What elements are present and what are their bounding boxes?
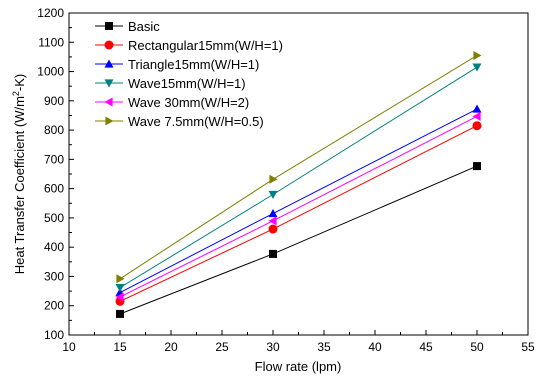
y-tick-label: 800 — [44, 123, 64, 137]
data-point — [473, 162, 481, 171]
y-tick-label: 100 — [44, 328, 64, 342]
x-tick-label: 40 — [368, 340, 382, 354]
data-point — [268, 224, 278, 234]
data-point — [473, 50, 482, 60]
legend-label: Wave 7.5mm(W/H=0.5) — [128, 114, 264, 129]
x-tick-label: 35 — [317, 340, 331, 354]
y-tick-label: 200 — [44, 299, 64, 313]
y-tick-label: 400 — [44, 240, 64, 254]
y-tick-label: 600 — [44, 182, 64, 196]
data-point — [268, 209, 278, 218]
legend-marker — [104, 59, 114, 68]
y-tick-label: 900 — [44, 94, 64, 108]
y-tick-label: 1200 — [37, 6, 64, 20]
plot-area — [68, 12, 529, 336]
x-tick-label: 50 — [470, 340, 484, 354]
x-axis-label: Flow rate (lpm) — [255, 359, 342, 374]
data-point — [269, 249, 277, 258]
data-point — [268, 216, 277, 226]
x-tick-label: 10 — [62, 340, 76, 354]
data-point — [115, 292, 124, 302]
legend-marker — [104, 79, 114, 88]
data-point — [472, 104, 482, 113]
ticks-layer: 10 15 20 25 30 35 40 45 50 55 100 200 300 400 500 600 70… — [37, 6, 535, 354]
data-point — [472, 121, 482, 131]
data-point — [472, 111, 481, 121]
y-tick-label: 300 — [44, 269, 64, 283]
y-axis-label-superscript: 2 — [11, 91, 21, 96]
legend-marker — [104, 40, 114, 50]
legend-label: Wave15mm(W/H=1) — [128, 76, 246, 91]
legend-label: Triangle15mm(W/H=1) — [128, 57, 259, 72]
data-point — [269, 174, 278, 184]
x-tick-label: 15 — [113, 340, 127, 354]
data-point — [116, 274, 125, 284]
legend-marker — [105, 22, 113, 30]
y-axis-label-unit: -K) — [12, 74, 27, 91]
x-tick-label: 55 — [521, 340, 535, 354]
data-point — [116, 309, 124, 318]
legend-label: Basic — [128, 19, 160, 34]
legend-label: Wave 30mm(W/H=2) — [128, 95, 249, 110]
series-layer — [115, 50, 482, 318]
legend: Basic Rectangular15mm(W/H=1) Triangle15mm(… — [95, 19, 283, 129]
data-point — [268, 190, 278, 199]
y-tick-label: 1000 — [37, 65, 64, 79]
data-point — [472, 63, 482, 72]
y-tick-label: 700 — [44, 152, 64, 166]
x-tick-label: 30 — [266, 340, 280, 354]
legend-marker — [104, 97, 113, 107]
x-tick-label: 25 — [215, 340, 229, 354]
y-tick-label: 500 — [44, 211, 64, 225]
y-axis-label: Heat Transfer Coefficient (W/m2-K) — [11, 74, 27, 275]
x-tick-label: 20 — [164, 340, 178, 354]
y-axis-label-main: Heat Transfer Coefficient (W/m — [12, 96, 27, 274]
y-tick-label: 1100 — [38, 35, 64, 49]
legend-label: Rectangular15mm(W/H=1) — [128, 38, 283, 53]
legend-marker — [105, 116, 114, 126]
x-tick-label: 45 — [419, 340, 433, 354]
data-point — [115, 283, 125, 293]
